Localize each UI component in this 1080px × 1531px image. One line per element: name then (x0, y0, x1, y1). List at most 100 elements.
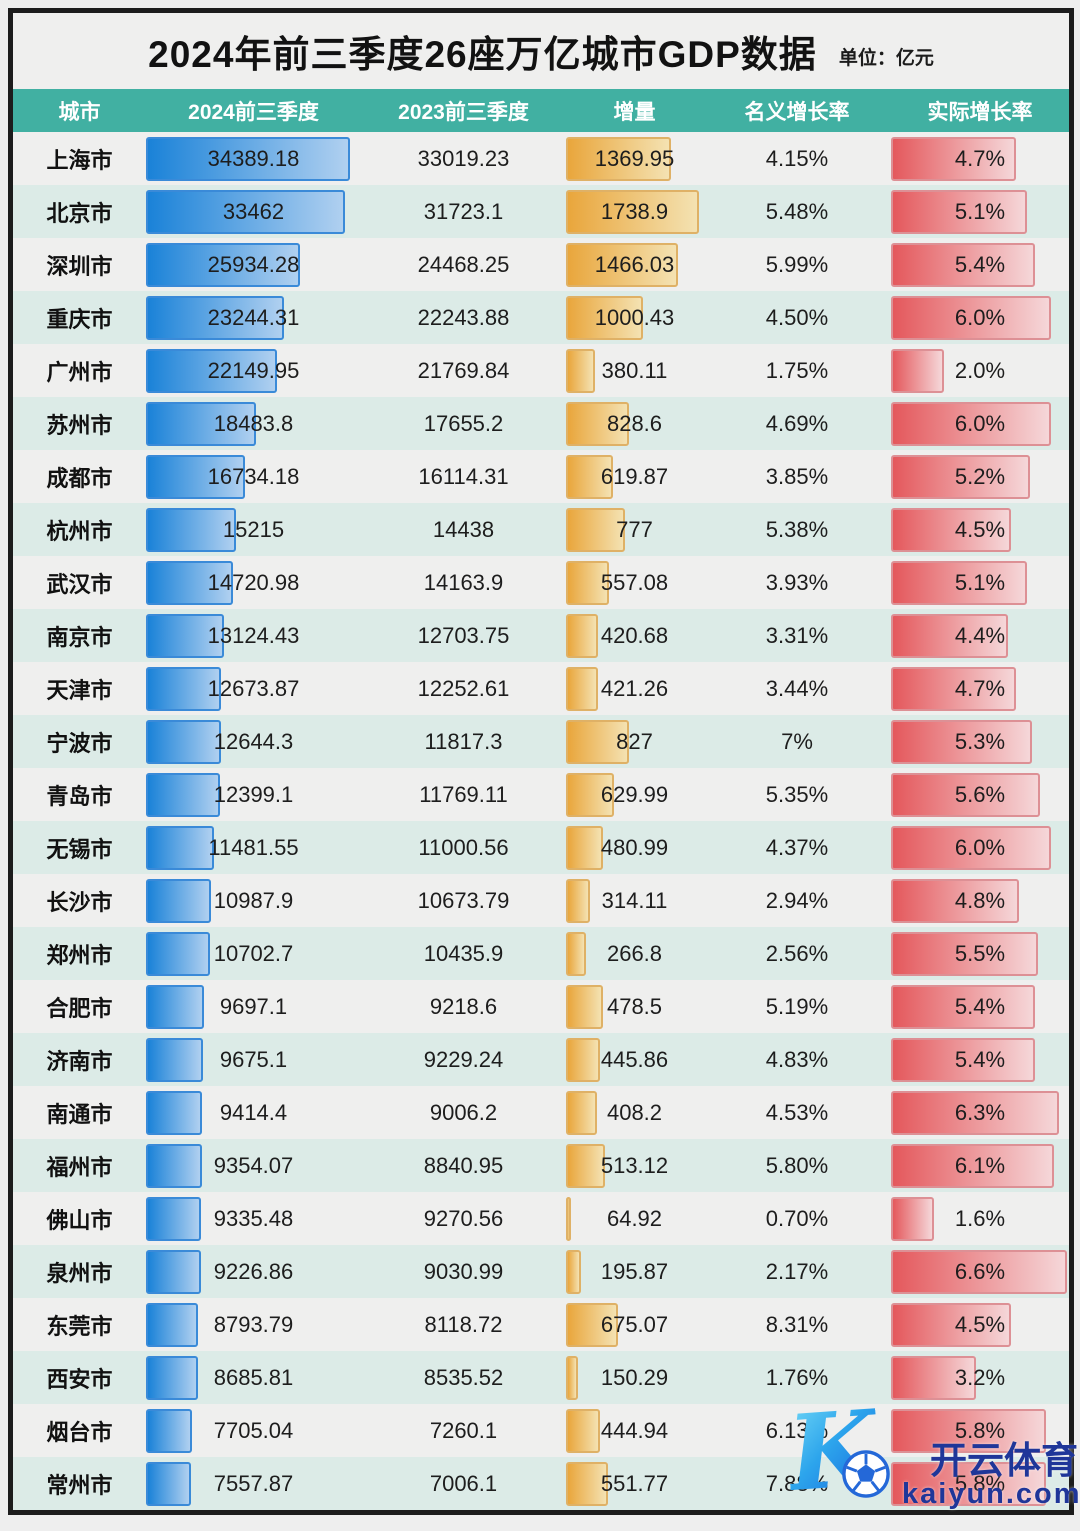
real-growth-cell: 5.1% (891, 556, 1069, 609)
increase-cell: 478.5 (566, 980, 703, 1033)
gdp-2024-cell: 13124.43 (146, 609, 361, 662)
gdp-2024-bar (146, 295, 284, 340)
nominal-growth-cell: 2.94% (765, 887, 829, 913)
real-growth-cell: 5.5% (891, 927, 1069, 980)
real-growth-bar (891, 1196, 934, 1241)
increase-bar (566, 984, 603, 1029)
real-growth-cell: 6.0% (891, 821, 1069, 874)
gdp-2023-cell: 33019.23 (417, 145, 510, 171)
gdp-2023-cell: 8535.52 (423, 1364, 504, 1390)
gdp-2024-bar (146, 613, 224, 658)
real-growth-bar (891, 401, 1051, 446)
real-growth-cell: 6.1% (891, 1139, 1069, 1192)
nominal-growth-cell: 0.70% (765, 1205, 829, 1231)
gdp-2024-cell: 22149.95 (146, 344, 361, 397)
gdp-2024-bar (146, 1037, 204, 1082)
gdp-2024-cell: 16734.18 (146, 450, 361, 503)
table-row: 武汉市 14720.98 14163.9 557.08 3.93% 5.1% (13, 556, 1069, 609)
increase-bar (566, 1355, 578, 1400)
column-header-0: 城市 (58, 100, 101, 124)
gdp-2024-cell: 10987.9 (146, 874, 361, 927)
increase-cell: 420.68 (566, 609, 703, 662)
table-row: 东莞市 8793.79 8118.72 675.07 8.31% 4.5% (13, 1298, 1069, 1351)
gdp-2023-cell: 7260.1 (429, 1417, 498, 1443)
increase-cell: 1738.9 (566, 185, 703, 238)
gdp-2024-bar (146, 560, 234, 605)
real-growth-cell: 6.0% (891, 397, 1069, 450)
real-growth-bar (891, 666, 1017, 711)
nominal-growth-cell: 3.93% (765, 569, 829, 595)
nominal-growth-cell: 7.88% (765, 1470, 829, 1496)
city-name: 北京市 (46, 200, 113, 226)
increase-cell: 314.11 (566, 874, 703, 927)
increase-cell: 828.6 (566, 397, 703, 450)
city-name: 泉州市 (46, 1260, 113, 1286)
page-title: 2024年前三季度26座万亿城市GDP数据 (148, 34, 817, 75)
gdp-2024-cell: 23244.31 (146, 291, 361, 344)
gdp-2024-bar (146, 984, 204, 1029)
increase-bar (566, 772, 615, 817)
city-name: 长沙市 (46, 889, 113, 915)
real-growth-bar (891, 189, 1027, 234)
nominal-growth-cell: 5.48% (765, 198, 829, 224)
gdp-2024-bar (146, 1090, 202, 1135)
nominal-growth-cell: 5.80% (765, 1152, 829, 1178)
real-growth-bar (891, 613, 1009, 658)
city-name: 重庆市 (46, 306, 113, 332)
increase-cell: 1369.95 (566, 132, 703, 185)
gdp-2023-cell: 9218.6 (429, 993, 498, 1019)
increase-cell: 619.87 (566, 450, 703, 503)
table-row: 福州市 9354.07 8840.95 513.12 5.80% 6.1% (13, 1139, 1069, 1192)
city-name: 宁波市 (46, 730, 113, 756)
nominal-growth-cell: 8.31% (765, 1311, 829, 1337)
increase-cell: 629.99 (566, 768, 703, 821)
increase-cell: 195.87 (566, 1245, 703, 1298)
gdp-2023-cell: 9006.2 (429, 1099, 498, 1125)
real-growth-cell: 6.0% (891, 291, 1069, 344)
table-row: 长沙市 10987.9 10673.79 314.11 2.94% 4.8% (13, 874, 1069, 927)
unit-label: 单位：亿元 (838, 47, 934, 69)
nominal-growth-cell: 4.69% (765, 410, 829, 436)
real-growth-cell: 4.5% (891, 503, 1069, 556)
city-name: 上海市 (46, 147, 113, 173)
city-name: 南京市 (46, 624, 113, 650)
increase-bar (566, 1143, 606, 1188)
real-growth-bar (891, 348, 945, 393)
gdp-2023-cell: 9229.24 (423, 1046, 504, 1072)
column-header-4: 名义增长率 (744, 100, 850, 124)
gdp-2024-bar (146, 348, 278, 393)
real-growth-cell: 4.4% (891, 609, 1069, 662)
real-growth-bar (891, 295, 1051, 340)
gdp-2023-cell: 10435.9 (423, 940, 504, 966)
table-row: 青岛市 12399.1 11769.11 629.99 5.35% 5.6% (13, 768, 1069, 821)
gdp-2024-cell: 8685.81 (146, 1351, 361, 1404)
table-row: 上海市 34389.18 33019.23 1369.95 4.15% 4.7% (13, 132, 1069, 185)
nominal-growth-cell: 5.19% (765, 993, 829, 1019)
gdp-2024-bar (146, 1408, 192, 1453)
real-growth-bar (891, 878, 1019, 923)
table-row: 郑州市 10702.7 10435.9 266.8 2.56% 5.5% (13, 927, 1069, 980)
nominal-growth-cell: 3.85% (765, 463, 829, 489)
gdp-2023-cell: 24468.25 (417, 251, 510, 277)
gdp-2024-bar (146, 1143, 202, 1188)
nominal-growth-cell: 4.15% (765, 145, 829, 171)
gdp-2023-cell: 11817.3 (424, 728, 503, 754)
gdp-2023-cell: 12252.61 (417, 675, 510, 701)
increase-bar (566, 136, 671, 181)
real-growth-bar (891, 1302, 1011, 1347)
real-growth-bar (891, 1408, 1046, 1453)
city-name: 杭州市 (46, 518, 113, 544)
real-growth-cell: 4.8% (891, 874, 1069, 927)
city-name: 郑州市 (46, 942, 113, 968)
table-row: 杭州市 15215 14438 777 5.38% 4.5% (13, 503, 1069, 556)
gdp-2024-bar (146, 719, 221, 764)
city-name: 苏州市 (46, 412, 113, 438)
real-growth-bar (891, 1090, 1059, 1135)
gdp-2024-bar (146, 825, 215, 870)
nominal-growth-cell: 4.50% (765, 304, 829, 330)
real-growth-cell: 6.6% (891, 1245, 1069, 1298)
table-header-row: 城市 2024前三季度 2023前三季度 增量 名义增长率 实际增长率 (13, 89, 1069, 132)
gdp-2024-bar (146, 878, 212, 923)
increase-bar (566, 1461, 609, 1506)
increase-cell: 1000.43 (566, 291, 703, 344)
